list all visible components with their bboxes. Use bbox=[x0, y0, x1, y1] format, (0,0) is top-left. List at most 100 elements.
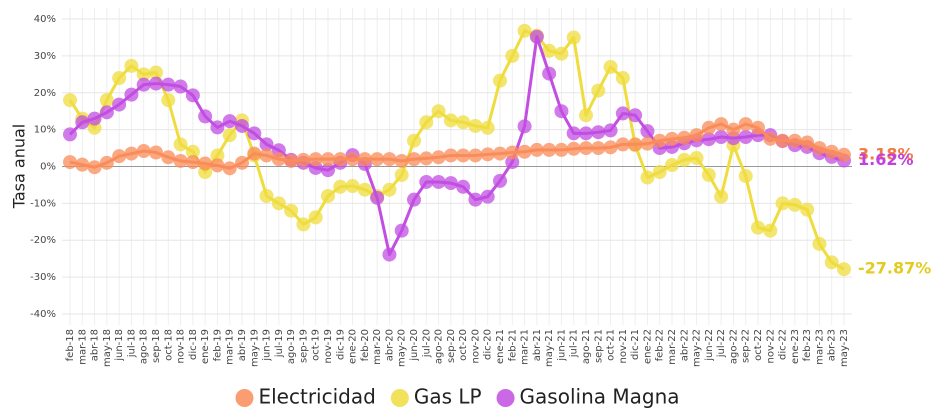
point bbox=[443, 148, 458, 163]
point bbox=[493, 146, 507, 161]
point bbox=[198, 109, 213, 124]
x-tick-label: jul-20 bbox=[421, 329, 432, 358]
point bbox=[112, 149, 127, 164]
end-label: -27.87% bbox=[858, 259, 931, 278]
x-tick-label: jul-21 bbox=[569, 329, 580, 358]
point bbox=[493, 73, 507, 88]
end-label: 3.18% bbox=[858, 144, 914, 163]
point bbox=[542, 66, 557, 81]
point bbox=[87, 111, 102, 126]
x-tick-label: jun-19 bbox=[262, 329, 273, 362]
y-tick-label: 30% bbox=[34, 51, 56, 62]
point bbox=[640, 124, 655, 139]
point bbox=[517, 144, 532, 159]
point bbox=[468, 192, 483, 207]
point bbox=[517, 23, 532, 38]
point bbox=[173, 153, 188, 168]
point bbox=[431, 150, 446, 165]
legend-label: Electricidad bbox=[258, 385, 375, 409]
y-tick-label: -20% bbox=[30, 235, 56, 246]
x-tick-label: mar-23 bbox=[814, 329, 825, 365]
point bbox=[554, 46, 569, 61]
point bbox=[63, 127, 77, 142]
point bbox=[579, 141, 593, 156]
x-tick-label: ene-21 bbox=[495, 329, 506, 364]
point bbox=[787, 197, 802, 212]
point bbox=[579, 108, 593, 123]
point bbox=[75, 115, 90, 130]
point bbox=[480, 189, 495, 204]
x-tick-label: ago-20 bbox=[434, 329, 445, 364]
x-tick-label: mar-22 bbox=[667, 329, 678, 365]
point bbox=[787, 133, 802, 148]
point bbox=[505, 145, 520, 160]
point bbox=[259, 188, 274, 203]
point bbox=[321, 163, 335, 178]
y-tick-label: -10% bbox=[30, 198, 56, 209]
point bbox=[321, 188, 335, 203]
point bbox=[652, 165, 667, 180]
point bbox=[456, 115, 471, 130]
series bbox=[63, 23, 851, 277]
point bbox=[456, 179, 471, 194]
point bbox=[382, 247, 397, 262]
point bbox=[259, 137, 274, 152]
y-tick-label: 10% bbox=[34, 125, 56, 136]
point bbox=[222, 114, 237, 129]
x-tick-label: may-21 bbox=[544, 329, 555, 367]
point bbox=[124, 87, 139, 102]
point bbox=[640, 136, 655, 151]
point bbox=[345, 152, 360, 167]
point bbox=[554, 104, 569, 119]
point bbox=[824, 255, 839, 270]
point bbox=[800, 202, 815, 217]
x-tick-label: mar-18 bbox=[77, 329, 88, 365]
point bbox=[591, 83, 606, 98]
point bbox=[517, 119, 532, 134]
point bbox=[837, 262, 851, 277]
point bbox=[677, 130, 692, 145]
point bbox=[665, 131, 679, 146]
x-tick-label: oct-22 bbox=[753, 329, 764, 361]
point bbox=[751, 220, 765, 235]
point bbox=[480, 120, 495, 135]
x-tick-label: oct-20 bbox=[458, 329, 469, 361]
x-tick-label: sep-21 bbox=[593, 329, 604, 363]
x-tick-label: abr-19 bbox=[237, 329, 248, 361]
point bbox=[259, 148, 274, 163]
y-tick-label: 0% bbox=[40, 162, 56, 173]
point bbox=[603, 140, 618, 155]
point bbox=[407, 152, 421, 167]
x-tick-label: nov-20 bbox=[470, 329, 481, 363]
point bbox=[210, 158, 225, 173]
point bbox=[456, 148, 471, 163]
point bbox=[284, 153, 299, 168]
point bbox=[284, 203, 299, 218]
x-tick-label: oct-21 bbox=[606, 329, 617, 361]
point bbox=[542, 43, 557, 58]
legend-marker bbox=[235, 389, 254, 407]
x-tick-label: feb-23 bbox=[802, 329, 813, 361]
point bbox=[149, 145, 163, 160]
point bbox=[345, 179, 360, 194]
point bbox=[837, 147, 851, 162]
x-tick-label: jun-18 bbox=[114, 329, 125, 362]
x-tick-label: may-18 bbox=[102, 329, 113, 367]
point bbox=[235, 155, 249, 170]
point bbox=[136, 77, 151, 92]
point bbox=[394, 167, 409, 182]
x-tick-label: jun-22 bbox=[704, 329, 715, 362]
point bbox=[357, 152, 372, 167]
point bbox=[99, 105, 114, 120]
x-tick-label: dic-18 bbox=[188, 329, 199, 360]
point bbox=[185, 155, 200, 170]
x-tick-label: ene-19 bbox=[200, 329, 211, 364]
point bbox=[308, 210, 323, 225]
x-tick-label: jul-19 bbox=[274, 329, 285, 358]
point bbox=[468, 118, 483, 133]
point bbox=[112, 71, 127, 86]
legend-label: Gas LP bbox=[414, 385, 482, 409]
x-tick-label: ene-20 bbox=[348, 329, 359, 364]
point bbox=[714, 117, 729, 132]
point bbox=[665, 158, 679, 173]
